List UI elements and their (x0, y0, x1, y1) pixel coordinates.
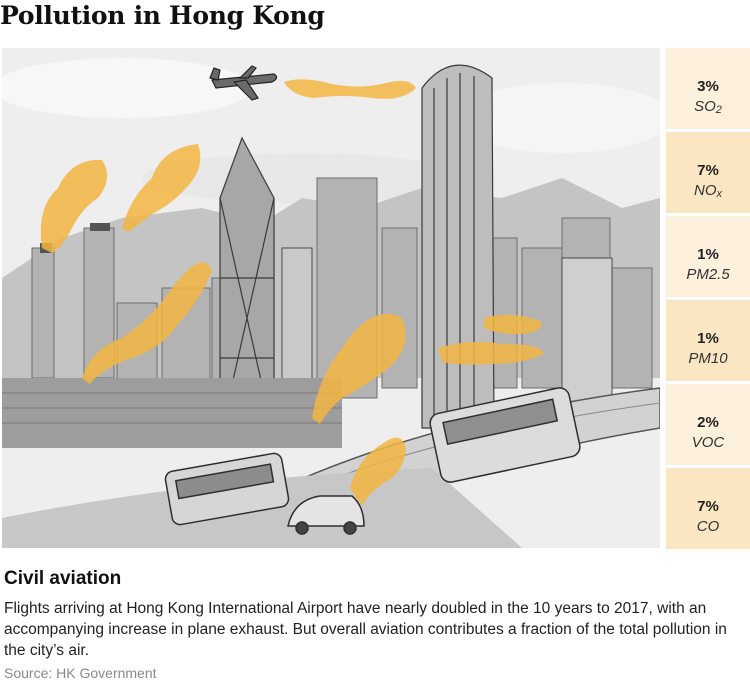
pollutant-value: 7% (697, 498, 719, 515)
pollutant-tile-nox: 7% NOx (666, 132, 750, 213)
pollutant-value: 1% (697, 246, 719, 263)
pollutant-name: VOC (691, 434, 725, 451)
pollutant-tile-pm10: 1% PM10 (666, 300, 750, 381)
pollutant-tile-so2: 3% SO2 (666, 48, 750, 129)
city-illustration (2, 48, 660, 548)
pollutant-share-panel: 3% SO2 7% NOx 1% PM2.5 1% PM10 2% VOC 7%… (666, 48, 750, 549)
pollutant-tile-co: 7% CO (666, 468, 750, 549)
pollutant-value: 7% (697, 162, 719, 179)
pollutant-name: NOx (694, 182, 722, 200)
pollutant-value: 1% (697, 330, 719, 347)
pollutant-name: PM2.5 (686, 266, 730, 283)
source-credit: Source: HK Government (4, 665, 157, 681)
section-body: Flights arriving at Hong Kong Internatio… (4, 600, 727, 659)
pollutant-name: CO (696, 518, 720, 535)
pollutant-tile-pm25: 1% PM2.5 (666, 216, 750, 297)
section-heading: Civil aviation (4, 568, 122, 589)
pollutant-name: SO2 (694, 98, 722, 116)
pollutant-value: 2% (697, 414, 719, 431)
pollutant-value: 3% (697, 78, 719, 95)
pollutant-tile-voc: 2% VOC (666, 384, 750, 465)
page-title: Pollution in Hong Kong (0, 1, 325, 30)
pollutant-name: PM10 (688, 350, 728, 367)
